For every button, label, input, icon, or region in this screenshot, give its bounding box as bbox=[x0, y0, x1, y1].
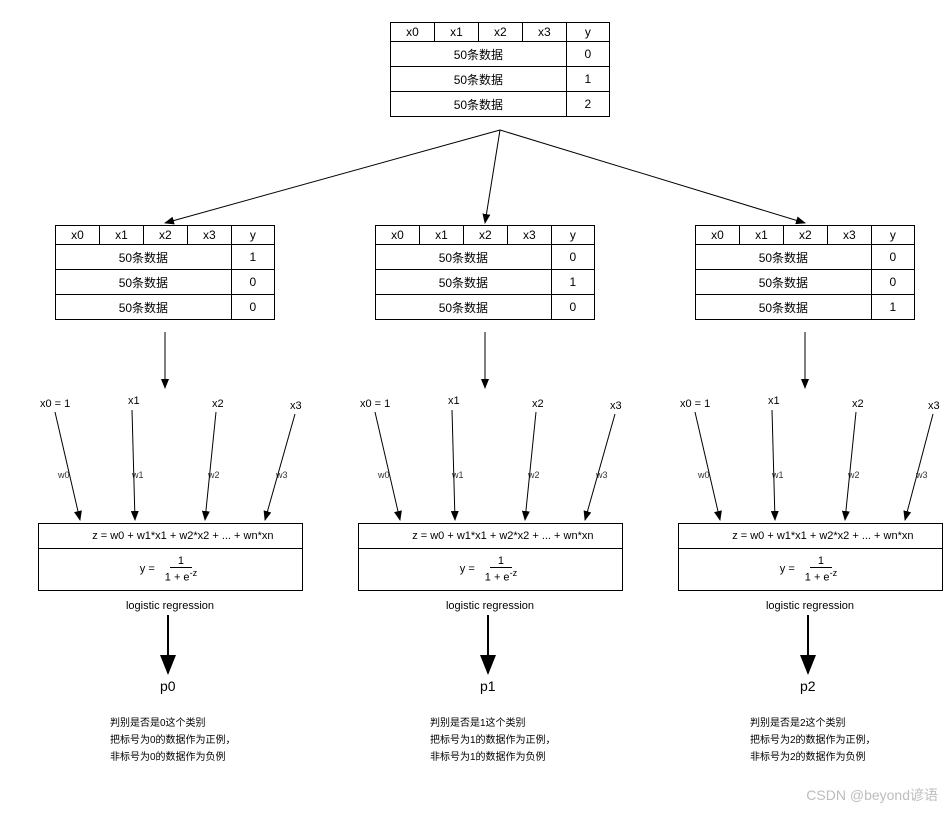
col-header: y bbox=[566, 23, 609, 42]
sigmoid-fraction: 1 1 + e-z bbox=[161, 555, 201, 584]
y-cell: 0 bbox=[566, 42, 609, 67]
y-cell: 0 bbox=[551, 295, 594, 320]
weight-w2: w2 bbox=[208, 470, 220, 480]
col-header: y bbox=[551, 226, 594, 245]
y-equals: y = bbox=[140, 563, 155, 575]
data-cell: 50条数据 bbox=[391, 92, 567, 117]
y-cell: 0 bbox=[871, 245, 914, 270]
z-equation: z = w0 + w1*x1 + w2*x2 + ... + wn*xn bbox=[92, 530, 273, 542]
weight-w1: w1 bbox=[452, 470, 464, 480]
weight-w2: w2 bbox=[528, 470, 540, 480]
col-header: y bbox=[871, 226, 914, 245]
col-header: x2 bbox=[783, 226, 827, 245]
col-header: x1 bbox=[419, 226, 463, 245]
z-equation: z = w0 + w1*x1 + w2*x2 + ... + wn*xn bbox=[412, 530, 593, 542]
weight-w1: w1 bbox=[132, 470, 144, 480]
col-header: x3 bbox=[187, 226, 231, 245]
y-cell: 1 bbox=[566, 67, 609, 92]
col-header: y bbox=[231, 226, 274, 245]
y-cell: 0 bbox=[231, 295, 274, 320]
data-cell: 50条数据 bbox=[376, 245, 552, 270]
input-x1: x1 bbox=[768, 395, 780, 407]
model-tag: logistic regression bbox=[120, 600, 220, 612]
input-x1: x1 bbox=[448, 395, 460, 407]
data-cell: 50条数据 bbox=[391, 67, 567, 92]
data-cell: 50条数据 bbox=[56, 295, 232, 320]
input-x0: x0 = 1 bbox=[680, 398, 710, 410]
weight-w3: w3 bbox=[596, 470, 608, 480]
data-cell: 50条数据 bbox=[391, 42, 567, 67]
col-header: x2 bbox=[143, 226, 187, 245]
equation-box-2: n=3z = w0 + w1*x1 + w2*x2 + ... + wn*xn … bbox=[678, 523, 943, 591]
y-cell: 1 bbox=[231, 245, 274, 270]
weight-w1: w1 bbox=[772, 470, 784, 480]
model-tag: logistic regression bbox=[440, 600, 540, 612]
data-cell: 50条数据 bbox=[696, 245, 872, 270]
y-equals: y = bbox=[460, 563, 475, 575]
desc-1: 判别是否是1这个类别 把标号为1的数据作为正例， 非标号为1的数据作为负例 bbox=[430, 715, 556, 766]
equation-box-0: n=3z = w0 + w1*x1 + w2*x2 + ... + wn*xn … bbox=[38, 523, 303, 591]
col-header: x0 bbox=[56, 226, 100, 245]
weight-w0: w0 bbox=[698, 470, 710, 480]
col-header: x1 bbox=[434, 23, 478, 42]
data-cell: 50条数据 bbox=[56, 245, 232, 270]
input-x0: x0 = 1 bbox=[40, 398, 70, 410]
weight-w2: w2 bbox=[848, 470, 860, 480]
input-x0: x0 = 1 bbox=[360, 398, 390, 410]
output-p1: p1 bbox=[480, 678, 496, 694]
child-table-0: x0 x1 x2 x3 y 50条数据1 50条数据0 50条数据0 bbox=[55, 225, 275, 320]
model-tag: logistic regression bbox=[760, 600, 860, 612]
y-cell: 2 bbox=[566, 92, 609, 117]
y-cell: 0 bbox=[551, 245, 594, 270]
input-x3: x3 bbox=[290, 400, 302, 412]
root-table: x0 x1 x2 x3 y 50条数据0 50条数据1 50条数据2 bbox=[390, 22, 610, 117]
output-p2: p2 bbox=[800, 678, 816, 694]
z-equation: z = w0 + w1*x1 + w2*x2 + ... + wn*xn bbox=[732, 530, 913, 542]
col-header: x3 bbox=[507, 226, 551, 245]
weight-w0: w0 bbox=[378, 470, 390, 480]
y-cell: 1 bbox=[551, 270, 594, 295]
output-p0: p0 bbox=[160, 678, 176, 694]
col-header: x0 bbox=[376, 226, 420, 245]
weight-w3: w3 bbox=[916, 470, 928, 480]
desc-0: 判别是否是0这个类别 把标号为0的数据作为正例， 非标号为0的数据作为负例 bbox=[110, 715, 236, 766]
col-header: x0 bbox=[696, 226, 740, 245]
watermark: CSDN @beyond谚语 bbox=[806, 785, 938, 805]
child-table-1: x0 x1 x2 x3 y 50条数据0 50条数据1 50条数据0 bbox=[375, 225, 595, 320]
input-x2: x2 bbox=[532, 398, 544, 410]
equation-box-1: n=3z = w0 + w1*x1 + w2*x2 + ... + wn*xn … bbox=[358, 523, 623, 591]
col-header: x2 bbox=[478, 23, 522, 42]
data-cell: 50条数据 bbox=[376, 295, 552, 320]
input-x1: x1 bbox=[128, 395, 140, 407]
input-x2: x2 bbox=[852, 398, 864, 410]
col-header: x1 bbox=[739, 226, 783, 245]
data-cell: 50条数据 bbox=[376, 270, 552, 295]
data-cell: 50条数据 bbox=[696, 270, 872, 295]
desc-2: 判别是否是2这个类别 把标号为2的数据作为正例， 非标号为2的数据作为负例 bbox=[750, 715, 876, 766]
sigmoid-fraction: 1 1 + e-z bbox=[481, 555, 521, 584]
input-x3: x3 bbox=[928, 400, 940, 412]
weight-w3: w3 bbox=[276, 470, 288, 480]
y-cell: 0 bbox=[231, 270, 274, 295]
data-cell: 50条数据 bbox=[56, 270, 232, 295]
col-header: x1 bbox=[99, 226, 143, 245]
data-cell: 50条数据 bbox=[696, 295, 872, 320]
y-cell: 0 bbox=[871, 270, 914, 295]
col-header: x0 bbox=[391, 23, 435, 42]
diagram-canvas: x0 x1 x2 x3 y 50条数据0 50条数据1 50条数据2 x0 x1… bbox=[0, 0, 950, 813]
y-cell: 1 bbox=[871, 295, 914, 320]
weight-w0: w0 bbox=[58, 470, 70, 480]
y-equals: y = bbox=[780, 563, 795, 575]
col-header: x2 bbox=[463, 226, 507, 245]
sigmoid-fraction: 1 1 + e-z bbox=[801, 555, 841, 584]
col-header: x3 bbox=[827, 226, 871, 245]
col-header: x3 bbox=[522, 23, 566, 42]
input-x3: x3 bbox=[610, 400, 622, 412]
input-x2: x2 bbox=[212, 398, 224, 410]
child-table-2: x0 x1 x2 x3 y 50条数据0 50条数据0 50条数据1 bbox=[695, 225, 915, 320]
